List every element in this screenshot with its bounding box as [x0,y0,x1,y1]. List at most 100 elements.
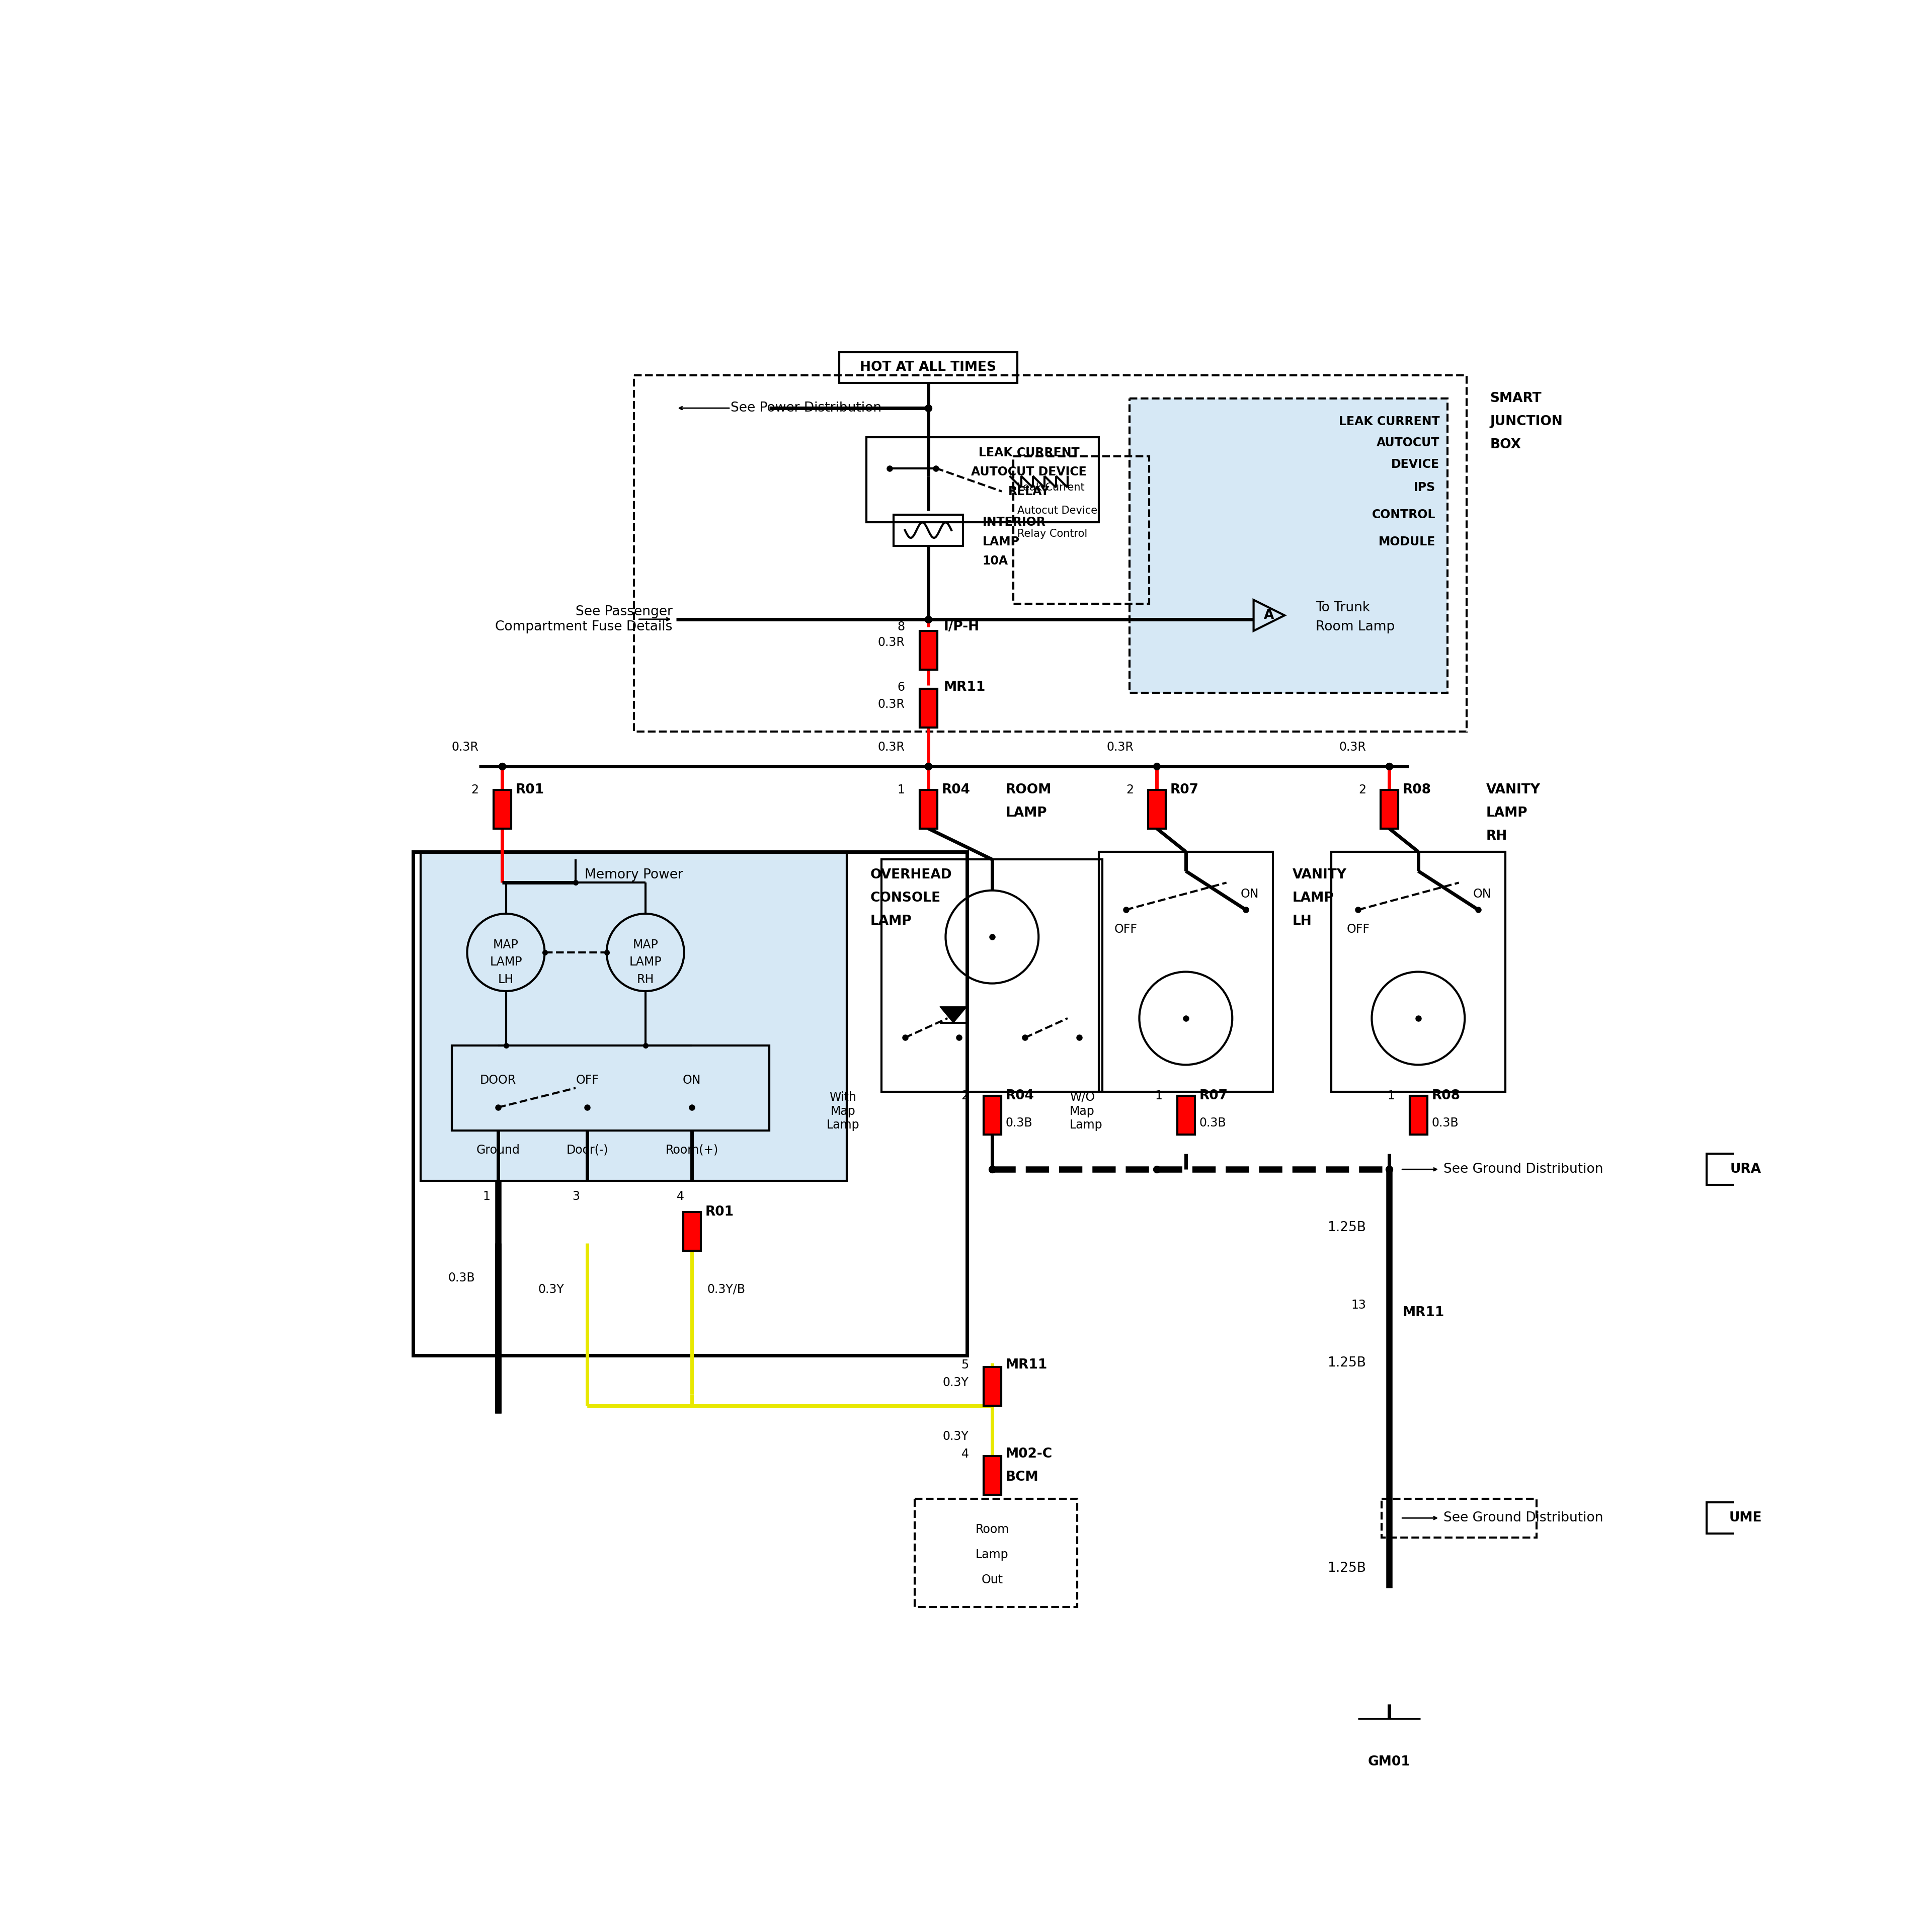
Bar [881,860,1103,1092]
Text: MAP: MAP [632,939,659,951]
Text: 1.25B: 1.25B [1327,1356,1366,1370]
Bar [920,690,937,728]
Text: 6: 6 [896,680,904,694]
Text: Room: Room [976,1524,1009,1536]
Text: R04: R04 [1007,1090,1034,1103]
Text: LAMP: LAMP [489,956,522,968]
Bar [1177,1095,1194,1134]
Text: LAMP: LAMP [869,916,912,927]
Text: RELAY: RELAY [1009,485,1049,497]
Text: MR11: MR11 [943,680,985,694]
Text: 0.3B: 0.3B [448,1271,475,1285]
Text: I/P-H: I/P-H [943,620,980,634]
Text: 8: 8 [896,620,904,634]
Text: LEAK CURRENT: LEAK CURRENT [1339,415,1439,427]
Text: 0.3R: 0.3R [877,636,904,649]
Text: 2: 2 [1126,784,1134,796]
Text: R08: R08 [1432,1090,1461,1103]
Text: AUTOCUT: AUTOCUT [1376,437,1439,448]
Text: MR11: MR11 [1403,1306,1445,1320]
Bar [421,852,846,1180]
Text: 0.3R: 0.3R [1107,742,1134,753]
Text: A: A [1264,609,1275,622]
Bar [866,437,1099,522]
Bar [1148,790,1165,829]
Bar [1706,1503,1785,1534]
Bar [493,790,510,829]
Text: 2: 2 [471,784,479,796]
Text: 0.3Y: 0.3Y [537,1283,564,1296]
Text: R01: R01 [705,1206,734,1219]
Text: 0.3B: 0.3B [1432,1117,1459,1128]
Text: MODULE: MODULE [1379,535,1435,549]
Text: 3: 3 [572,1190,580,1202]
Bar [893,514,962,545]
Text: 1: 1 [1155,1090,1163,1101]
Text: To Trunk: To Trunk [1316,601,1370,614]
Bar [983,1368,1001,1406]
Text: Memory Power: Memory Power [585,867,684,881]
Text: R01: R01 [516,782,545,796]
Bar [1410,1095,1428,1134]
Text: 0.3R: 0.3R [877,742,904,753]
Text: M02-C: M02-C [1007,1447,1053,1461]
Text: 0.3R: 0.3R [1339,742,1366,753]
Text: 0.3Y: 0.3Y [943,1376,968,1389]
Text: Room Lamp: Room Lamp [1316,620,1395,634]
Bar [413,852,966,1356]
Text: 4: 4 [676,1190,684,1202]
Text: 10A: 10A [981,554,1009,568]
Text: Leak Current: Leak Current [1018,483,1084,493]
Bar [983,1095,1001,1134]
Bar [634,375,1466,732]
Text: SMART: SMART [1490,392,1542,406]
Text: See Ground Distribution: See Ground Distribution [1443,1163,1604,1177]
Text: ON: ON [1240,889,1260,900]
Text: With
Map
Lamp: With Map Lamp [827,1092,860,1132]
Text: IPS: IPS [1414,481,1435,493]
Text: VANITY: VANITY [1293,867,1347,881]
Bar [1099,852,1273,1092]
Text: OFF: OFF [1347,923,1370,935]
Text: Lamp: Lamp [976,1549,1009,1561]
Text: 2: 2 [962,1090,968,1101]
Text: Room(+): Room(+) [665,1144,719,1155]
Text: 0.3B: 0.3B [1007,1117,1032,1128]
Text: R07: R07 [1200,1090,1229,1103]
Text: See Power Distribution: See Power Distribution [730,402,881,415]
Text: LEAK CURRENT: LEAK CURRENT [978,446,1080,458]
Text: DEVICE: DEVICE [1391,458,1439,469]
Text: 1: 1 [483,1190,491,1202]
Text: INTERIOR: INTERIOR [981,516,1045,529]
Text: RH: RH [638,974,655,985]
Text: DOOR: DOOR [479,1074,516,1086]
Text: 1: 1 [898,784,904,796]
Text: See Passenger
Compartment Fuse Details: See Passenger Compartment Fuse Details [495,605,672,634]
Bar [1130,398,1447,694]
Text: MAP: MAP [493,939,518,951]
Bar [1331,852,1505,1092]
Bar [1014,456,1150,603]
Text: 2: 2 [1358,784,1366,796]
Text: Ground: Ground [477,1144,520,1155]
Text: ROOM: ROOM [1007,782,1051,796]
Text: RH: RH [1486,829,1507,842]
Text: Autocut Device: Autocut Device [1018,506,1097,516]
Text: See Ground Distribution: See Ground Distribution [1443,1511,1604,1524]
Text: CONTROL: CONTROL [1372,508,1435,522]
Text: R04: R04 [941,782,970,796]
Text: Out: Out [981,1575,1003,1586]
Text: ON: ON [1472,889,1492,900]
Text: MR11: MR11 [1007,1358,1047,1372]
Text: BCM: BCM [1007,1470,1039,1484]
Text: HOT AT ALL TIMES: HOT AT ALL TIMES [860,361,997,375]
Text: LAMP: LAMP [1486,806,1528,819]
Text: 0.3Y: 0.3Y [943,1430,968,1443]
Bar [1381,790,1399,829]
Bar [914,1499,1078,1607]
Text: URA: URA [1729,1163,1762,1177]
Text: R08: R08 [1403,782,1432,796]
Text: 1.25B: 1.25B [1327,1221,1366,1235]
Text: 5: 5 [960,1358,968,1372]
Bar [452,1045,769,1130]
